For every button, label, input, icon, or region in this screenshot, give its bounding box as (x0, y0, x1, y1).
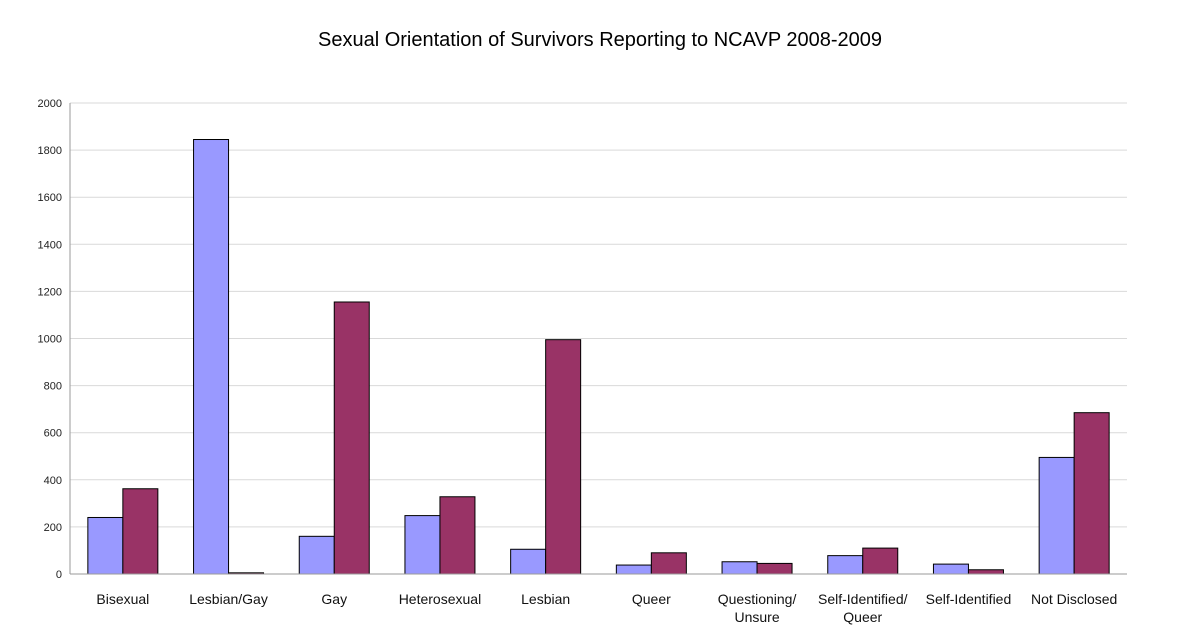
bar (333, 301, 370, 575)
bar (827, 555, 864, 575)
bar (615, 564, 652, 575)
y-tick-label: 0 (56, 569, 62, 581)
y-tick-label: 400 (44, 475, 62, 487)
bar-group (1038, 412, 1110, 575)
y-tick-label: 600 (44, 428, 62, 440)
bar (756, 562, 793, 575)
bar (193, 139, 230, 575)
x-tick-label: Queer (632, 591, 671, 607)
y-tick-label: 1800 (38, 145, 62, 157)
bar (1073, 412, 1110, 575)
y-tick-label: 1000 (38, 334, 62, 346)
axes (69, 103, 1127, 575)
y-tick-label: 1600 (38, 192, 62, 204)
bar-group (932, 563, 1004, 575)
chart-title: Sexual Orientation of Survivors Reportin… (318, 29, 882, 51)
y-tick-label: 800 (44, 381, 62, 393)
x-tick-label: Lesbian (521, 591, 570, 607)
bar (967, 569, 1004, 575)
bar (510, 548, 547, 575)
bar (545, 339, 582, 575)
x-tick-label: Heterosexual (399, 591, 482, 607)
bar (439, 496, 476, 575)
bar (298, 535, 335, 575)
gridlines (70, 102, 1127, 528)
x-tick-label: Bisexual (96, 591, 149, 607)
x-tick-label: Self-Identified (926, 591, 1012, 607)
y-tick-label: 2000 (38, 98, 62, 110)
x-tick-label: Gay (321, 591, 347, 607)
bar (650, 552, 687, 575)
bar (122, 488, 159, 575)
bar (862, 547, 899, 575)
y-tick-label: 200 (44, 522, 62, 534)
bar-group (87, 488, 159, 575)
bar-group (298, 301, 370, 575)
bar (87, 516, 124, 575)
x-tick-label: Lesbian/Gay (189, 591, 268, 607)
bar-group (827, 547, 899, 575)
bar (404, 515, 441, 575)
y-tick-label: 1200 (38, 286, 62, 298)
bar-group (721, 561, 793, 575)
y-tick-label: 1400 (38, 239, 62, 251)
bars (87, 139, 1110, 575)
bar-group (404, 496, 476, 575)
bar-group (615, 552, 687, 575)
y-axis-ticks: 0 200 400 600 800 1000 1200 1400 1600 1800 2000 (38, 98, 62, 581)
bar (932, 563, 969, 575)
category-labels: Bisexual Lesbian/Gay Gay Heterosexual Lesbia… (96, 591, 1117, 625)
bar (721, 561, 758, 575)
x-tick-label: Questioning/Unsure (718, 591, 797, 625)
x-tick-label: Self-Identified/Queer (818, 591, 908, 625)
x-tick-label: Not Disclosed (1031, 591, 1117, 607)
bar (1038, 456, 1075, 575)
bar-group (193, 139, 265, 575)
bar-group (510, 339, 582, 575)
